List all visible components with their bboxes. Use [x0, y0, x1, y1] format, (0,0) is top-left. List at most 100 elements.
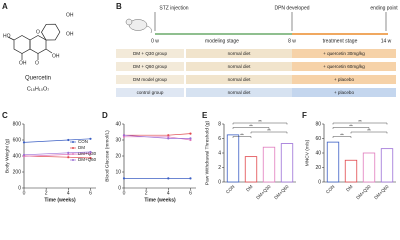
group-name: control group — [137, 90, 164, 95]
stage-label: modeling stage — [205, 38, 239, 44]
point — [67, 138, 70, 142]
point — [89, 156, 92, 160]
y-tick-label: 40 — [315, 150, 321, 156]
y-tick-label: 20 — [315, 165, 321, 171]
y-tick-label: 0 — [118, 185, 121, 191]
significance-label: ** — [340, 132, 344, 137]
y-tick-label: 60 — [315, 136, 321, 142]
y-tick-label: 0 — [218, 179, 221, 185]
point — [167, 177, 170, 180]
diet-box — [186, 75, 292, 84]
legend-marker — [72, 147, 74, 149]
panel-label: B — [116, 2, 122, 11]
y-axis-label: Paw Withdrawal Threshold (g) — [204, 121, 210, 186]
point — [122, 177, 126, 180]
y-tick-label: 0 — [318, 179, 321, 185]
y-axis-label: Body Weight (g) — [4, 138, 10, 173]
diet-label: normal diet — [228, 64, 251, 69]
panel-label: A — [2, 2, 8, 11]
treatment-box — [292, 88, 396, 97]
significance-label: ** — [249, 123, 253, 128]
significance-bracket — [250, 131, 288, 134]
event-label: ending point — [370, 5, 398, 11]
diet-box — [186, 62, 292, 71]
treatment-box — [292, 49, 396, 58]
y-axis-label: Blood Glucose (mmol/L) — [104, 130, 110, 182]
point — [67, 156, 70, 159]
bar — [362, 152, 376, 183]
x-tick-label: DM+Q30 — [355, 184, 372, 201]
atom-label: OH — [66, 31, 74, 37]
point — [89, 152, 92, 155]
atom-label: OH — [52, 53, 60, 59]
significance-bracket — [332, 136, 352, 138]
legend-label: DM+Q30 — [78, 151, 97, 156]
mouse-icon — [125, 18, 152, 34]
panel-label: E — [202, 111, 208, 120]
significance-label: ** — [267, 128, 271, 133]
x-tick-label: 2 — [145, 190, 148, 196]
bar — [244, 156, 258, 183]
significance-bracket — [350, 131, 388, 134]
point — [122, 135, 126, 138]
significance-bracket — [232, 122, 288, 125]
panel-label: C — [2, 111, 8, 120]
significance-label: ** — [258, 119, 262, 124]
treatment-box — [292, 75, 396, 84]
treatment-label: + placebo — [334, 90, 354, 95]
significance-bracket — [332, 122, 388, 125]
diet-label: normal diet — [228, 77, 251, 82]
bar — [344, 159, 358, 183]
point — [167, 135, 170, 138]
y-tick-label: 80 — [315, 121, 321, 127]
molecule — [7, 23, 61, 60]
point — [89, 137, 92, 140]
point — [22, 155, 26, 158]
legend-marker — [72, 159, 74, 161]
y-tick-label: 10 — [115, 169, 121, 175]
group-rows: DM + Q30 group normal diet + quercetin 30m… — [116, 49, 396, 97]
x-tick-label: DM+Q60 — [273, 184, 290, 201]
point — [189, 132, 192, 135]
y-tick-label: 2 — [218, 165, 221, 171]
x-tick-label: DM — [245, 184, 254, 193]
x-tick-label: 6 — [189, 190, 192, 196]
significance-bracket — [332, 127, 370, 129]
y-tick-label: 4 — [218, 150, 221, 156]
group-name: DM + Q30 group — [133, 51, 168, 56]
treatment-label: + placebo — [334, 77, 354, 82]
point — [89, 150, 92, 154]
atom-label: HO — [3, 33, 11, 39]
y-tick-label: 800 — [13, 121, 22, 127]
legend-label: DM — [78, 145, 85, 150]
x-tick-label: 4 — [67, 190, 70, 196]
timeline-label: 0 w — [151, 38, 159, 44]
panel-label: D — [102, 111, 108, 120]
group-name-box — [116, 49, 184, 58]
atom-label: OH — [66, 12, 74, 18]
event-arrows — [154, 12, 387, 31]
point — [167, 134, 170, 137]
x-tick-label: 0 — [23, 190, 26, 196]
x-axis-label: Time (weeks) — [144, 197, 176, 203]
significance-label: ** — [240, 132, 244, 137]
point — [67, 153, 70, 156]
y-tick-label: 0 — [18, 185, 21, 191]
group-name-box — [116, 62, 184, 71]
legend-label: CON — [78, 139, 88, 144]
diet-box — [186, 88, 292, 97]
y-tick-label: 30 — [115, 137, 121, 143]
group-name-box — [116, 75, 184, 84]
point — [122, 134, 126, 137]
treatment-box — [292, 62, 396, 71]
x-tick-label: DM — [345, 184, 354, 193]
x-tick-label: CON — [325, 184, 336, 195]
y-tick-label: 200 — [13, 169, 22, 175]
point — [189, 177, 192, 180]
y-tick-label: 20 — [115, 153, 121, 159]
diet-label: normal diet — [228, 90, 251, 95]
significance-bracket — [232, 127, 270, 129]
y-tick-label: 40 — [115, 121, 121, 127]
point — [22, 153, 26, 156]
